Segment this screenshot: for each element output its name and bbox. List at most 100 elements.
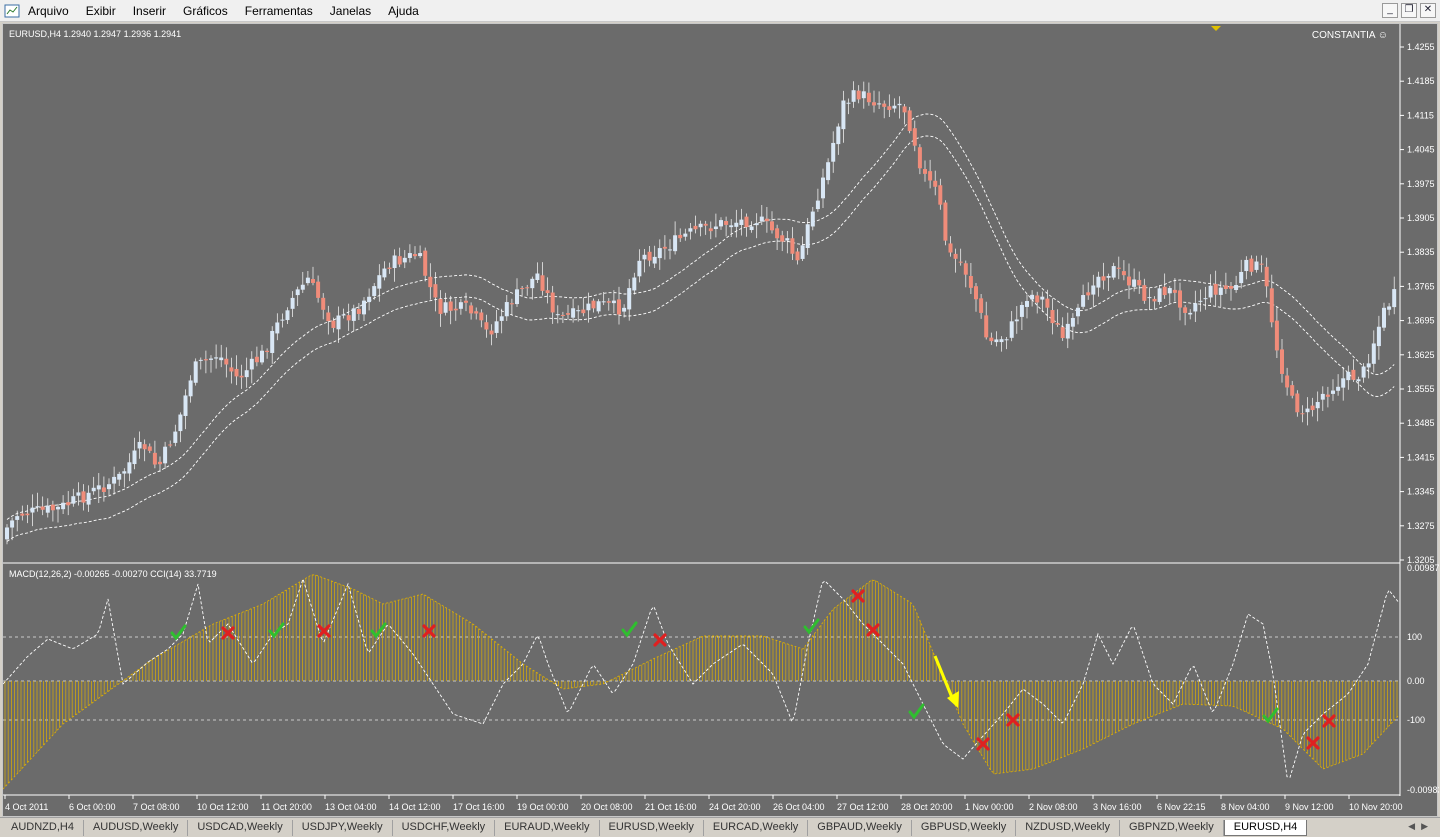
chart-tab[interactable]: EURCAD,Weekly <box>704 820 809 836</box>
cross-icon[interactable] <box>851 589 865 603</box>
cross-icon[interactable] <box>317 624 331 638</box>
candle-body <box>91 487 96 492</box>
candle-body <box>168 444 173 446</box>
candle-body <box>122 471 127 474</box>
candle-body <box>1203 298 1208 300</box>
candle-body <box>20 513 25 516</box>
candle-body <box>928 171 933 181</box>
minimize-button[interactable]: _ <box>1382 3 1398 18</box>
candle-body <box>540 275 545 291</box>
cross-icon[interactable] <box>1306 736 1320 750</box>
menu-item-2[interactable]: Inserir <box>132 4 167 18</box>
candle-body <box>958 261 963 263</box>
candle-body <box>1325 394 1330 397</box>
chart-tab[interactable]: USDCHF,Weekly <box>393 820 496 836</box>
indicator-label: 100 <box>1407 632 1422 642</box>
time-label: 24 Oct 20:00 <box>709 802 761 812</box>
time-label: 8 Nov 04:00 <box>1221 802 1270 812</box>
check-icon[interactable] <box>170 624 187 641</box>
candle-body <box>81 491 86 503</box>
chart-tab[interactable]: USDCAD,Weekly <box>188 820 293 836</box>
candle-body <box>734 222 739 227</box>
cross-icon[interactable] <box>976 737 990 751</box>
chart-tab[interactable]: EURUSD,Weekly <box>600 820 704 836</box>
restore-button[interactable]: ❐ <box>1401 3 1417 18</box>
candle-body <box>719 220 723 227</box>
candle-body <box>1315 402 1320 409</box>
chart-tab[interactable]: GBPUSD,Weekly <box>912 820 1017 836</box>
time-label: 9 Nov 12:00 <box>1285 802 1334 812</box>
chart-window[interactable]: EURUSD,H4 1.2940 1.2947 1.2936 1.2941 CO… <box>2 23 1440 818</box>
candle-body <box>71 496 76 504</box>
check-icon[interactable] <box>803 618 820 635</box>
candle-body <box>1229 286 1233 289</box>
check-icon[interactable] <box>268 622 285 639</box>
candle-body <box>270 330 275 353</box>
candle-body <box>601 301 606 303</box>
chart-tab[interactable]: GBPNZD,Weekly <box>1120 820 1224 836</box>
chart-tab[interactable]: NZDUSD,Weekly <box>1016 820 1120 836</box>
chart-tabs: AUDNZD,H4 AUDUSD,Weekly USDCAD,Weekly USDJP… <box>2 820 1308 836</box>
candle-body <box>953 253 958 259</box>
candle-body <box>101 487 106 492</box>
candle-body <box>907 110 912 132</box>
candle-body <box>1004 339 1009 341</box>
time-label: 2 Nov 08:00 <box>1029 802 1078 812</box>
shift-marker-icon[interactable] <box>1211 26 1221 31</box>
chart-tab[interactable]: USDJPY,Weekly <box>293 820 393 836</box>
chart-tab[interactable]: EURAUD,Weekly <box>495 820 600 836</box>
cross-icon[interactable] <box>422 624 436 638</box>
candle-body <box>188 380 193 397</box>
cross-icon[interactable] <box>653 633 667 647</box>
candle-body <box>897 103 902 106</box>
candle-body <box>86 492 91 505</box>
candle-body <box>836 126 841 145</box>
menu-item-6[interactable]: Ajuda <box>388 4 419 18</box>
candle-body <box>137 441 142 449</box>
price-label: 1.3275 <box>1407 521 1435 531</box>
candle-body <box>688 228 693 232</box>
candle-body <box>290 297 295 309</box>
menu-item-4[interactable]: Ferramentas <box>244 4 313 18</box>
menu-item-0[interactable]: Arquivo <box>28 4 69 18</box>
chart-tab[interactable]: AUDUSD,Weekly <box>84 820 189 836</box>
candle-body <box>5 527 9 540</box>
close-button[interactable]: ✕ <box>1420 3 1436 18</box>
chart-tab[interactable]: EURUSD,H4 <box>1223 820 1308 836</box>
candle-body <box>1106 276 1111 278</box>
time-label: 14 Oct 12:00 <box>389 802 441 812</box>
menu-item-5[interactable]: Janelas <box>329 4 372 18</box>
candle-body <box>163 446 168 464</box>
candle-body <box>1014 319 1019 322</box>
candle-body <box>566 313 570 315</box>
candle-body <box>489 330 494 335</box>
menu-item-3[interactable]: Gráficos <box>183 4 228 18</box>
check-icon[interactable] <box>621 621 638 638</box>
check-icon[interactable] <box>1262 707 1279 724</box>
chart-tab[interactable]: GBPAUD,Weekly <box>808 820 912 836</box>
check-icon[interactable] <box>370 622 387 639</box>
candle-body <box>407 253 412 258</box>
candle-body <box>50 504 55 511</box>
menu-item-1[interactable]: Exibir <box>85 4 116 18</box>
candle-body <box>662 246 667 249</box>
candle-body <box>1045 298 1050 308</box>
app-icon[interactable] <box>4 3 20 19</box>
cross-icon[interactable] <box>866 623 880 637</box>
chart-tab[interactable]: AUDNZD,H4 <box>2 820 84 836</box>
tab-scroll-arrows[interactable]: ◀▶ <box>1408 821 1434 831</box>
check-icon[interactable] <box>908 703 925 720</box>
cross-icon[interactable] <box>1006 713 1020 727</box>
candle-body <box>877 103 882 105</box>
candle-body <box>367 296 372 303</box>
candle-body <box>872 102 876 106</box>
candle-body <box>1371 343 1376 364</box>
candle-body <box>591 300 596 309</box>
window-buttons: _ ❐ ✕ <box>1379 3 1436 18</box>
candle-body <box>902 106 907 113</box>
time-label: 6 Nov 22:15 <box>1157 802 1206 812</box>
chart-canvas[interactable]: EURUSD,H4 1.2940 1.2947 1.2936 1.2941 CO… <box>2 24 1440 818</box>
cross-icon[interactable] <box>1322 714 1336 728</box>
cross-icon[interactable] <box>221 626 235 640</box>
candle-body <box>637 260 642 277</box>
